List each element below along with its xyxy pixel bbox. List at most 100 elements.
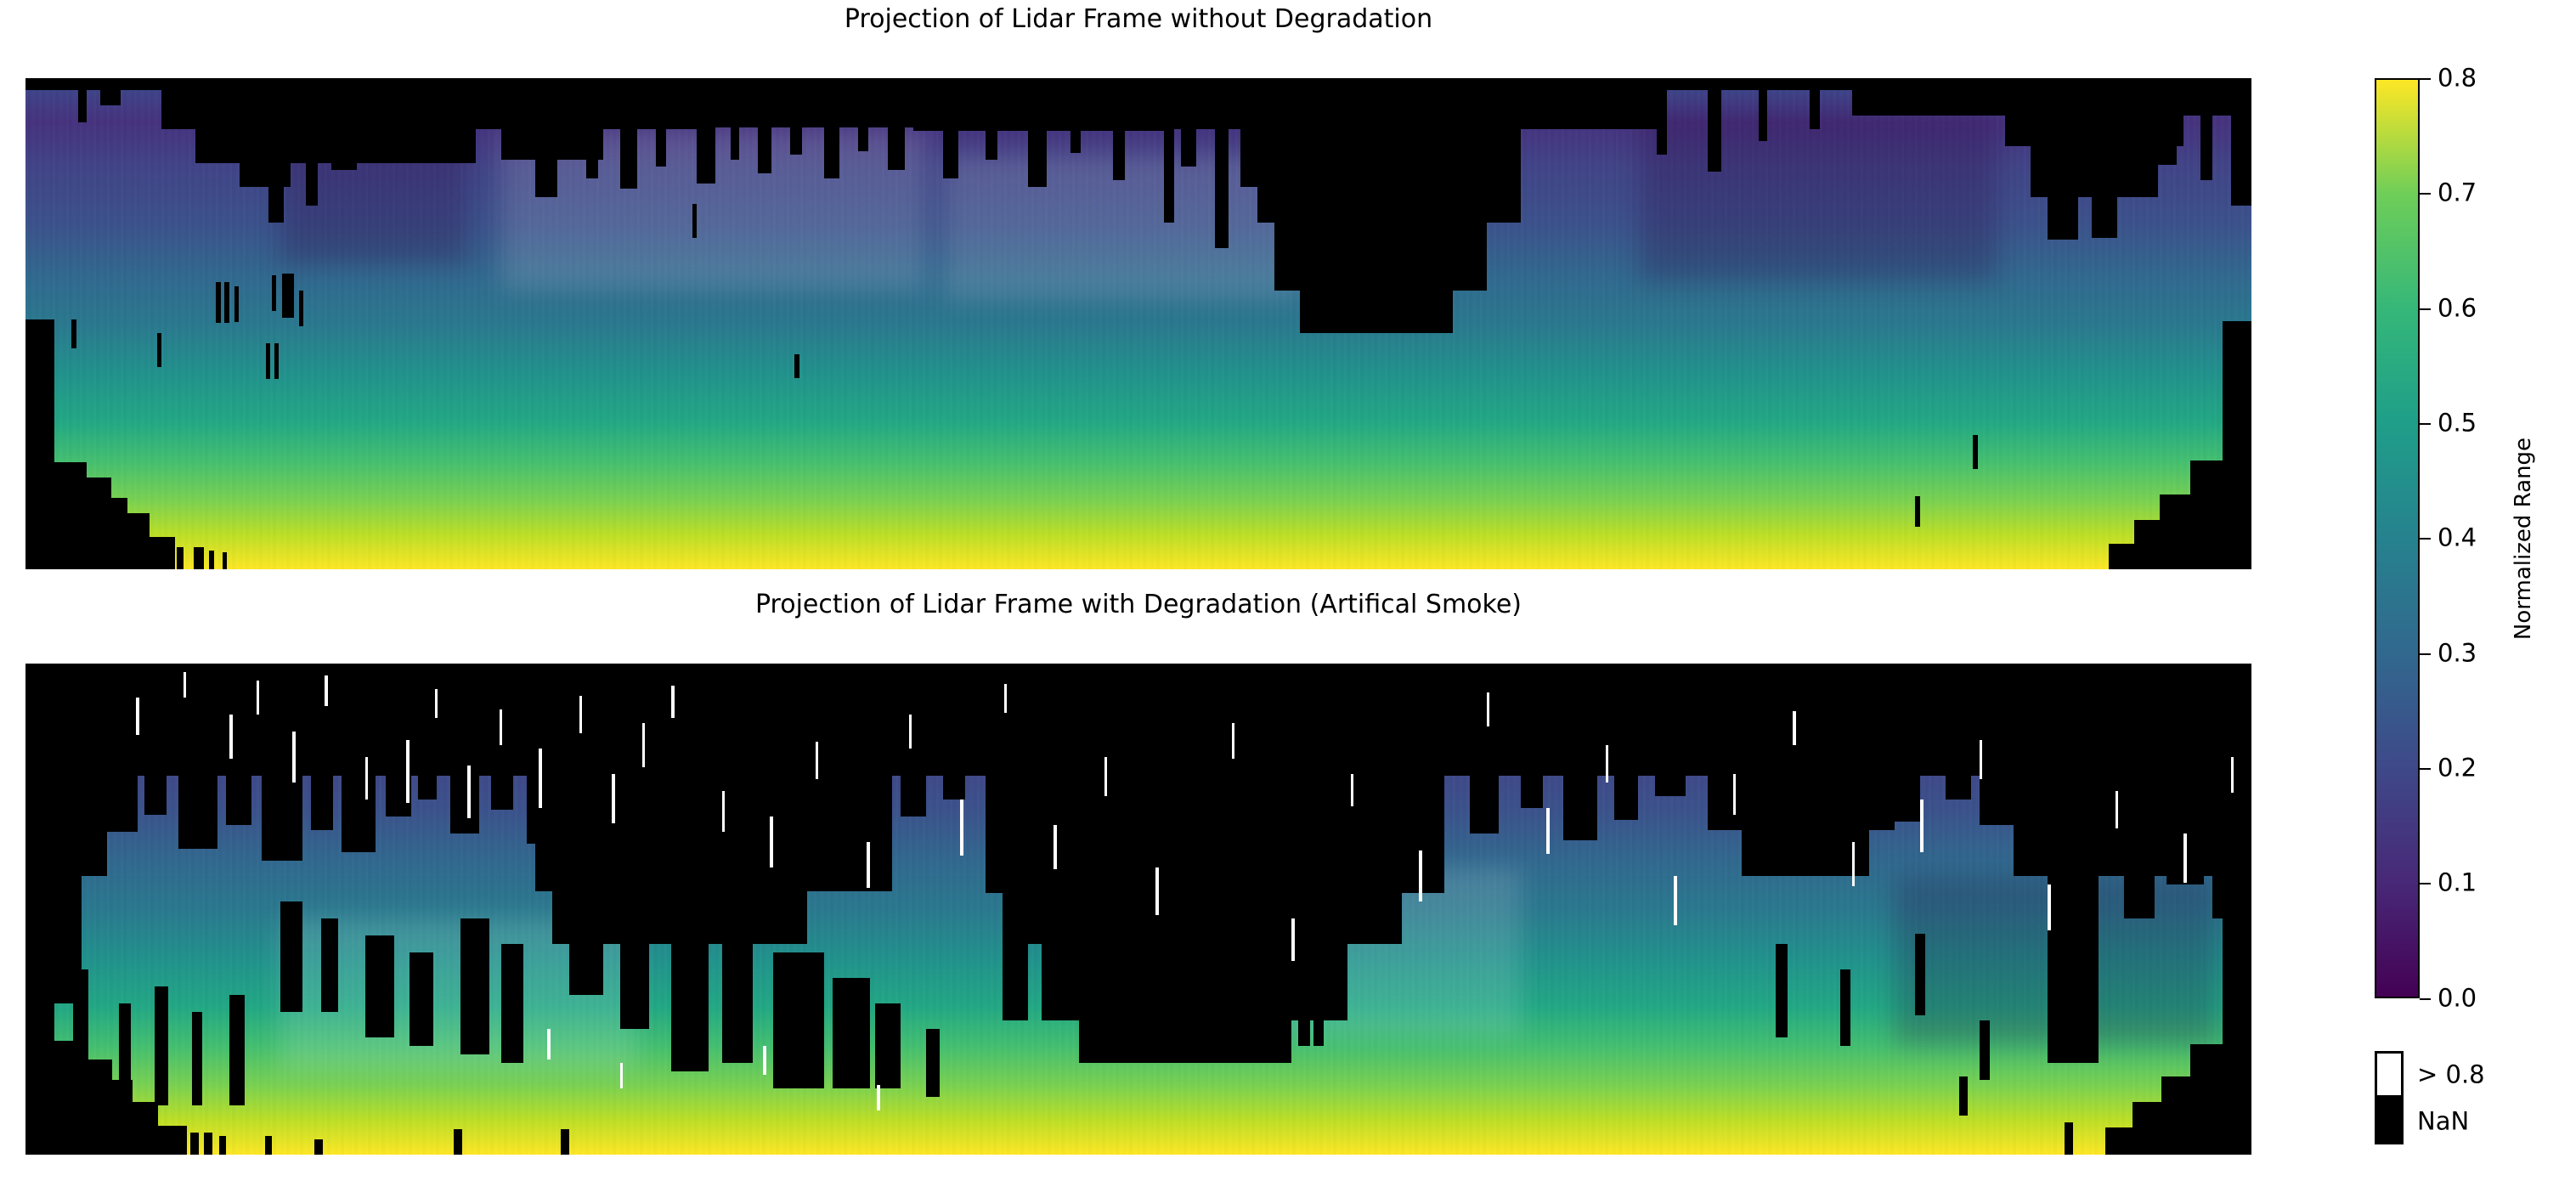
nan-region bbox=[265, 1136, 272, 1155]
legend-swatch-over-range bbox=[2375, 1051, 2404, 1098]
nan-region bbox=[418, 664, 437, 800]
colorbar-tick bbox=[2420, 538, 2431, 540]
over-range-pixel bbox=[1793, 711, 1796, 745]
over-range-pixel bbox=[1419, 850, 1422, 901]
nan-region bbox=[224, 282, 229, 323]
nan-region bbox=[268, 78, 284, 223]
nan-region bbox=[535, 78, 557, 197]
over-range-pixel bbox=[292, 732, 296, 783]
nan-region bbox=[190, 1133, 199, 1155]
nan-region bbox=[100, 78, 121, 105]
nan-region bbox=[1313, 961, 1324, 1046]
nan-region bbox=[262, 664, 302, 861]
over-range-pixel bbox=[136, 698, 139, 735]
nan-region bbox=[731, 78, 739, 160]
colorbar-tick-label: 0.3 bbox=[2438, 638, 2477, 668]
nan-region bbox=[1003, 876, 1028, 1020]
nan-region bbox=[216, 282, 221, 323]
nan-region bbox=[758, 78, 771, 173]
nan-region bbox=[1071, 78, 1081, 153]
over-range-pixel bbox=[325, 675, 328, 706]
over-range-pixel bbox=[1674, 876, 1677, 925]
colorbar-tick-label: 0.2 bbox=[2438, 753, 2477, 783]
nan-region bbox=[697, 78, 715, 184]
legend-label-over-range: > 0.8 bbox=[2417, 1060, 2485, 1088]
nan-region bbox=[1776, 944, 1788, 1037]
over-range-pixel bbox=[867, 842, 870, 888]
nan-region bbox=[561, 1129, 569, 1155]
nan-region bbox=[986, 78, 997, 160]
nan-region bbox=[2109, 544, 2138, 569]
over-range-pixel bbox=[1733, 774, 1736, 815]
nan-region bbox=[144, 664, 167, 815]
colorbar-tick bbox=[2420, 423, 2431, 425]
nan-region bbox=[1215, 78, 1229, 248]
over-range-pixel bbox=[1487, 692, 1489, 726]
over-range-pixel bbox=[960, 800, 963, 856]
nan-region bbox=[1359, 231, 1376, 325]
colorbar: 0.8 0.7 0.6 0.5 0.4 0.3 0.2 0.1 0.0 bbox=[2375, 65, 2477, 1010]
nan-region bbox=[266, 343, 270, 379]
nan-region bbox=[2065, 1122, 2073, 1155]
over-range-pixel bbox=[909, 715, 912, 749]
over-range-pixel bbox=[1546, 808, 1550, 854]
nan-region bbox=[1886, 664, 1920, 822]
nan-region bbox=[569, 859, 603, 995]
nan-region bbox=[491, 664, 513, 810]
nan-region bbox=[2161, 1076, 2199, 1155]
nan-region bbox=[104, 664, 138, 832]
nan-region bbox=[2246, 78, 2251, 155]
nan-region bbox=[794, 354, 799, 378]
nan-region bbox=[1298, 944, 1310, 1046]
over-range-pixel bbox=[1606, 745, 1608, 783]
over-range-pixel bbox=[620, 1063, 623, 1088]
nan-region bbox=[460, 918, 489, 1054]
legend-item-nan: NaN bbox=[2375, 1098, 2562, 1144]
nan-region bbox=[858, 78, 868, 151]
nan-region bbox=[234, 286, 239, 322]
over-range-pixel bbox=[2183, 833, 2187, 883]
nan-region bbox=[1959, 1076, 1968, 1116]
nan-region bbox=[229, 995, 245, 1105]
nan-region bbox=[331, 78, 357, 170]
colorbar-tick-label: 0.7 bbox=[2438, 178, 2477, 207]
over-range-pixel bbox=[1351, 774, 1353, 806]
over-range-pixel bbox=[612, 774, 615, 823]
nan-region bbox=[1655, 664, 1686, 796]
nan-region bbox=[901, 664, 926, 817]
colorbar-axis-label-text: Normalized Range bbox=[2511, 437, 2536, 640]
over-range-pixel bbox=[1232, 723, 1234, 759]
nan-region bbox=[888, 78, 905, 170]
over-range-pixel bbox=[2231, 757, 2234, 793]
nan-region bbox=[2133, 1102, 2166, 1155]
colorbar-gradient bbox=[2375, 78, 2420, 998]
nan-region bbox=[219, 1136, 226, 1155]
nan-region bbox=[2048, 78, 2078, 240]
colorbar-tick-label: 0.6 bbox=[2438, 293, 2477, 323]
nan-region bbox=[1079, 664, 1291, 1063]
over-range-pixel bbox=[539, 749, 542, 808]
nan-region bbox=[586, 78, 598, 178]
nan-region bbox=[454, 1129, 462, 1155]
structure-blob bbox=[1640, 112, 1997, 282]
nan-region bbox=[1402, 197, 1422, 325]
nan-region bbox=[2048, 664, 2099, 1063]
over-range-pixel bbox=[365, 757, 368, 800]
colorbar-tick bbox=[2420, 883, 2431, 884]
nan-region bbox=[365, 935, 394, 1037]
nan-region bbox=[1946, 664, 1971, 800]
nan-region bbox=[1840, 969, 1850, 1046]
over-range-pixel bbox=[579, 696, 582, 733]
colorbar-tick-label: 0.5 bbox=[2438, 408, 2477, 438]
nan-region bbox=[410, 952, 433, 1046]
nan-region bbox=[1915, 934, 1925, 1015]
nan-region bbox=[299, 291, 303, 326]
nan-region bbox=[321, 918, 338, 1012]
nan-region bbox=[144, 537, 175, 569]
nan-region bbox=[192, 1012, 202, 1105]
nan-region bbox=[1438, 240, 1451, 333]
over-range-pixel bbox=[184, 672, 186, 698]
over-range-pixel bbox=[1054, 825, 1057, 869]
nan-region bbox=[2134, 520, 2165, 569]
over-range-pixel bbox=[1852, 842, 1855, 886]
